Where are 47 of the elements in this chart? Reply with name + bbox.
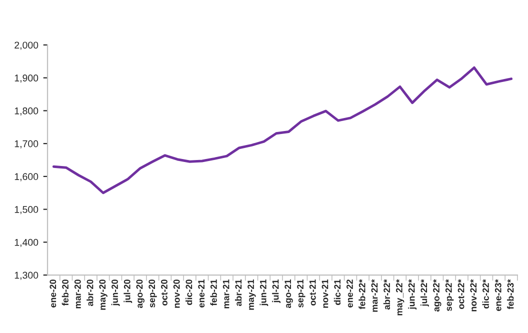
x-tick-label: ago-20 (136, 280, 144, 308)
x-tick-label: abr-21 (234, 279, 242, 306)
y-tick-label: 1,500 (14, 206, 38, 214)
x-tick-label: jun-21 (260, 279, 268, 306)
x-tick-label: may-20 (99, 280, 108, 310)
x-tick-label: jun-22* (408, 279, 417, 310)
y-tick-label: 1,400 (14, 238, 38, 247)
x-tick-label: ago-21 (284, 279, 293, 308)
x-tick-label: oct-20 (161, 280, 168, 306)
x-tick-label: ene-23* (494, 279, 502, 311)
x-tick-label: feb-21 (210, 279, 217, 306)
x-tick-label: nov-22* (470, 279, 477, 312)
x-tick-label: dic-21 (334, 279, 341, 305)
x-tick-label: mar-20 (74, 280, 81, 308)
x-tick-label: feb-23* (507, 279, 514, 310)
x-tick-label: dic-20 (186, 280, 192, 305)
x-tick-label: ene-21 (198, 279, 205, 308)
x-tick-label: ene-22 (346, 280, 353, 308)
x-tick-label: may-21 (248, 279, 256, 310)
x-tick-label: abr-20 (86, 280, 94, 306)
y-tick-label: 2,000 (14, 42, 38, 50)
x-tick-label: abr-22* (383, 279, 390, 310)
x-tick-label: mar-22* (371, 279, 378, 312)
line-series (52, 66, 513, 194)
x-tick-label: may_22* (396, 279, 404, 316)
x-tick-label: mar-21 (222, 279, 230, 308)
x-tick-label: jul-21 (272, 279, 281, 303)
x-tick-label: sep-21 (297, 279, 306, 308)
y-tick-label: 1,600 (14, 173, 38, 182)
x-tick-label: ago-22* (433, 279, 442, 312)
x-tick-label: nov-20 (173, 280, 180, 308)
y-tick-label: 1,700 (14, 140, 38, 148)
y-tick-label: 1,300 (14, 272, 38, 280)
y-tick-label: 1,800 (14, 107, 38, 116)
x-tick-label: sep-22* (445, 279, 454, 312)
x-tick-label: feb-22* (358, 279, 366, 310)
x-tick-label: oct-22* (458, 279, 464, 309)
x-tick-label: ene-20 (50, 280, 56, 308)
x-tick-label: jul-20 (124, 280, 132, 303)
x-tick-label: dic-22* (482, 279, 489, 308)
x-tick-label: jul-22* (420, 279, 429, 306)
x-tick-label: oct-21 (309, 279, 316, 306)
x-tick-label: jun-20 (111, 280, 120, 306)
x-tick-label: nov-21 (322, 279, 328, 308)
x-tick-label: feb-20 (62, 280, 68, 306)
x-tick-label: sep-20 (148, 280, 157, 308)
y-tick-label: 1,900 (14, 74, 38, 83)
